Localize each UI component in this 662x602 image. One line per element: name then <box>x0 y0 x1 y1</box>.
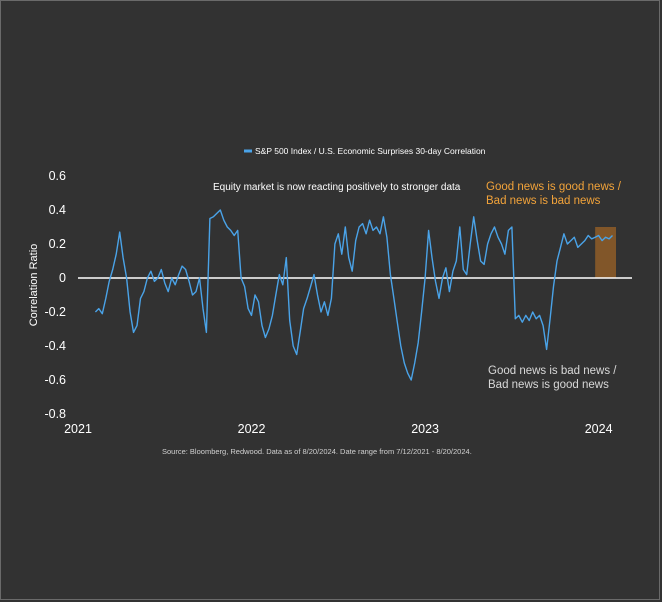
y-tick-label: 0.4 <box>49 203 66 217</box>
annotation-bad-news-line1: Good news is bad news / <box>488 365 617 377</box>
y-tick-label: -0.6 <box>44 373 66 387</box>
highlight-region <box>595 227 616 278</box>
x-tick-label: 2022 <box>238 422 266 436</box>
y-axis-label: Correlation Ratio <box>28 244 40 327</box>
y-tick-label: -0.4 <box>44 339 66 353</box>
y-tick-label: -0.8 <box>44 407 66 421</box>
x-tick-label: 2024 <box>585 422 613 436</box>
y-axis-ticks: 0.6 0.4 0.2 0 -0.2 -0.4 -0.6 -0.8 <box>44 169 66 421</box>
annotation-good-news-line2: Bad news is bad news <box>486 195 601 207</box>
annotation-equity-market: Equity market is now reacting positively… <box>213 182 461 193</box>
series-line <box>94 209 613 381</box>
annotation-bad-news-line2: Bad news is good news <box>488 379 609 391</box>
legend: S&P 500 Index / U.S. Economic Surprises … <box>244 146 486 156</box>
annotation-good-news-line1: Good news is good news / <box>486 181 622 193</box>
y-tick-label: 0.6 <box>49 169 66 183</box>
source-note: Source: Bloomberg, Redwood. Data as of 8… <box>162 447 472 456</box>
y-tick-label: 0.2 <box>49 237 66 251</box>
x-tick-label: 2021 <box>64 422 92 436</box>
x-tick-label: 2023 <box>411 422 439 436</box>
legend-label: S&P 500 Index / U.S. Economic Surprises … <box>255 146 486 156</box>
x-axis-ticks: 2021 2022 2023 2024 <box>64 422 613 436</box>
y-tick-label: 0 <box>59 271 66 285</box>
y-tick-label: -0.2 <box>44 305 66 319</box>
